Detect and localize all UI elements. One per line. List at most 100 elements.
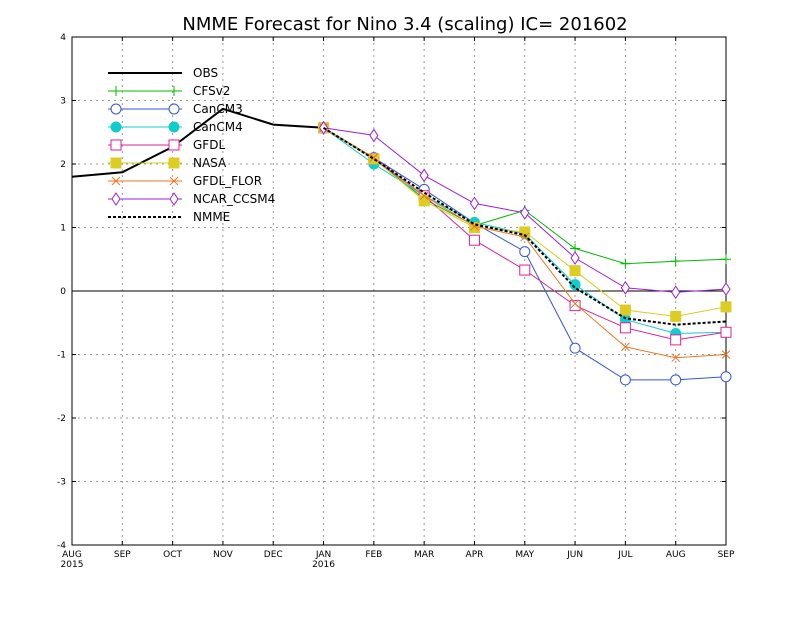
x-tick-label: NOV (213, 550, 234, 560)
y-tick-label: -3 (57, 478, 66, 488)
chart-title: NMME Forecast for Nino 3.4 (scaling) IC=… (182, 14, 627, 35)
square-marker (110, 139, 122, 151)
x-tick-label: JUL (617, 550, 632, 560)
y-tick-label: 2 (60, 160, 66, 170)
filled-square-marker (168, 157, 180, 169)
circle-marker (720, 371, 732, 383)
legend-label: NASA (193, 156, 227, 170)
plus-marker (111, 86, 121, 96)
y-tick-label: 4 (60, 33, 66, 43)
legend-item: NASA (108, 156, 227, 170)
x-tick-label: OCT (163, 550, 182, 560)
y-tick-label: -4 (57, 541, 66, 551)
series-line (323, 127, 727, 317)
series-line (323, 127, 727, 265)
circle-marker (569, 342, 581, 354)
square-marker (670, 334, 682, 346)
legend-item: NCAR_CCSM4 (108, 192, 275, 206)
x-tick-label: APR (466, 550, 484, 560)
square-marker (468, 234, 480, 246)
filled-circle-marker (569, 279, 581, 291)
square-marker (569, 300, 581, 312)
filled-square-marker (670, 310, 682, 322)
legend-item: GFDL (108, 138, 225, 152)
x-marker (570, 299, 580, 309)
series-line (322, 126, 727, 326)
x-tick-label: JAN (315, 550, 331, 560)
legend-item: OBS (108, 66, 218, 80)
legend-label: GFDL (193, 138, 225, 152)
legend-item: CFSv2 (108, 84, 230, 98)
series-obs (71, 107, 324, 178)
circle-marker (168, 103, 180, 115)
square-marker (619, 322, 631, 334)
series (71, 107, 732, 386)
x-marker (671, 353, 681, 363)
filled-square-marker (569, 265, 581, 277)
circle-marker (619, 374, 631, 386)
circle-marker (670, 374, 682, 386)
plus-marker (169, 86, 179, 96)
plus-marker (721, 254, 731, 265)
diamond-marker (620, 280, 630, 295)
y-tick-label: 3 (60, 97, 66, 107)
filled-square-marker (368, 153, 380, 165)
y-tick-label: -1 (57, 351, 66, 361)
diamond-marker (419, 168, 429, 183)
x-tick-label: SEP (718, 550, 735, 560)
x-marker (169, 176, 179, 186)
y-tick-label: 1 (60, 224, 66, 234)
legend-label: CanCM4 (193, 120, 243, 134)
filled-square-marker (619, 304, 631, 316)
square-marker (168, 139, 180, 151)
filled-square-marker (110, 157, 122, 169)
diamond-marker (570, 251, 580, 265)
x-year-label: 2015 (61, 560, 84, 570)
legend-label: GFDL_FLOR (193, 174, 262, 188)
diamond-marker (369, 128, 379, 143)
legend-item: NMME (108, 210, 230, 224)
filled-circle-marker (168, 121, 180, 133)
x-marker (621, 342, 630, 352)
x-tick-label: SEP (114, 550, 131, 560)
x-marker (721, 350, 731, 359)
legend-label: CFSv2 (193, 84, 230, 98)
square-marker (519, 264, 531, 276)
x-tick-label: DEC (264, 550, 283, 560)
x-tick-label: AUG (666, 550, 686, 560)
filled-square-marker (720, 301, 732, 313)
filled-circle-marker (110, 121, 122, 133)
diamond-marker (520, 205, 530, 220)
y-tick-label: -2 (57, 414, 66, 424)
x-marker (111, 176, 121, 186)
square-marker (720, 326, 732, 338)
legend-label: NCAR_CCSM4 (193, 192, 275, 206)
x-tick-label: FEB (365, 550, 382, 560)
y-tick-label: 0 (60, 287, 66, 297)
diamond-marker (111, 192, 121, 206)
legend-item: CanCM3 (108, 102, 243, 116)
x-tick-label: AUG (62, 550, 82, 560)
diamond-marker (469, 196, 480, 211)
legend-label: OBS (193, 66, 218, 80)
series-line (71, 107, 324, 178)
legend-item: GFDL_FLOR (108, 174, 262, 188)
circle-marker (110, 103, 122, 115)
x-tick-label: JUN (566, 550, 583, 560)
legend-label: CanCM3 (193, 102, 243, 116)
series-nmme (322, 126, 727, 326)
legend-item: CanCM4 (108, 120, 243, 134)
x-year-label: 2016 (312, 560, 335, 570)
axes: AUG SEP OCT NOV DEC JAN FEB MAR APR MAY JUN JUL AUG S… (57, 33, 735, 570)
x-tick-label: MAY (515, 550, 534, 560)
diamond-marker (671, 285, 681, 300)
legend-label: NMME (193, 210, 230, 224)
plus-marker (670, 256, 681, 267)
x-tick-label: MAR (414, 550, 434, 560)
diamond-marker (721, 282, 731, 296)
circle-marker (519, 246, 531, 258)
legend: OBS CFSv2 CanCM3 CanCM4 GFDL NASA GFDL_FLOR NCA… (108, 66, 275, 224)
diamond-marker (169, 192, 179, 206)
plus-marker (620, 258, 631, 269)
